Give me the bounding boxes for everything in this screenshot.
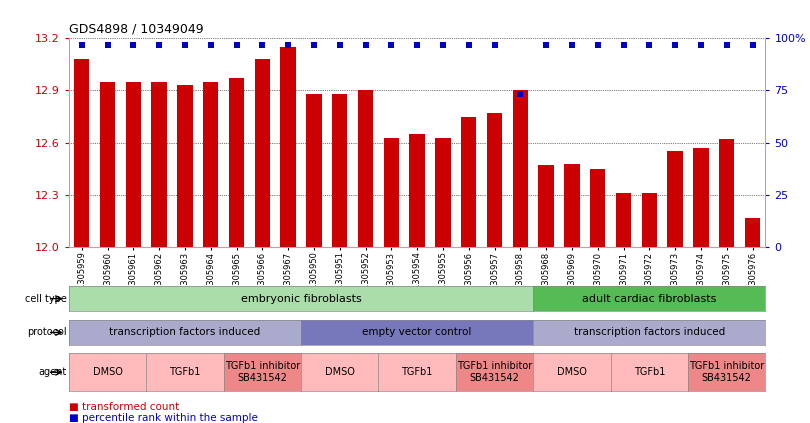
Text: TGFb1: TGFb1 [169,367,201,377]
Bar [539,165,554,247]
Bar [254,59,270,247]
Text: agent: agent [38,367,66,377]
Text: DMSO: DMSO [325,367,355,377]
Text: TGFb1: TGFb1 [402,367,433,377]
Text: empty vector control: empty vector control [362,327,472,338]
Bar [228,78,245,247]
Text: TGFb1 inhibitor
SB431542: TGFb1 inhibitor SB431542 [224,361,300,383]
Bar [177,85,193,247]
Bar [487,113,502,247]
Bar [513,91,528,247]
Bar [384,137,399,247]
Bar [642,193,657,247]
Bar [280,47,296,247]
Text: transcription factors induced: transcription factors induced [109,327,261,338]
Bar [358,91,373,247]
Bar [616,193,631,247]
Text: TGFb1 inhibitor
SB431542: TGFb1 inhibitor SB431542 [457,361,532,383]
Text: transcription factors induced: transcription factors induced [573,327,725,338]
Bar [667,151,683,247]
Bar [590,169,606,247]
Text: TGFb1: TGFb1 [633,367,665,377]
Text: adult cardiac fibroblasts: adult cardiac fibroblasts [582,294,717,304]
Text: ■ transformed count: ■ transformed count [69,402,179,412]
Bar [332,94,347,247]
Bar [565,164,580,247]
Text: embryonic fibroblasts: embryonic fibroblasts [241,294,361,304]
Bar [719,139,735,247]
Text: cell type: cell type [24,294,66,304]
Bar [306,94,322,247]
Text: ■ percentile rank within the sample: ■ percentile rank within the sample [69,413,258,423]
Text: GDS4898 / 10349049: GDS4898 / 10349049 [69,23,203,36]
Bar [745,218,761,247]
Text: protocol: protocol [27,327,66,338]
Bar [693,148,709,247]
Bar [461,117,476,247]
Bar [203,82,219,247]
Text: DMSO: DMSO [557,367,587,377]
Bar [409,134,425,247]
Text: DMSO: DMSO [92,367,122,377]
Bar [100,82,115,247]
Bar [435,137,450,247]
Text: TGFb1 inhibitor
SB431542: TGFb1 inhibitor SB431542 [689,361,765,383]
Bar [151,82,167,247]
Bar [74,59,89,247]
Bar [126,82,141,247]
